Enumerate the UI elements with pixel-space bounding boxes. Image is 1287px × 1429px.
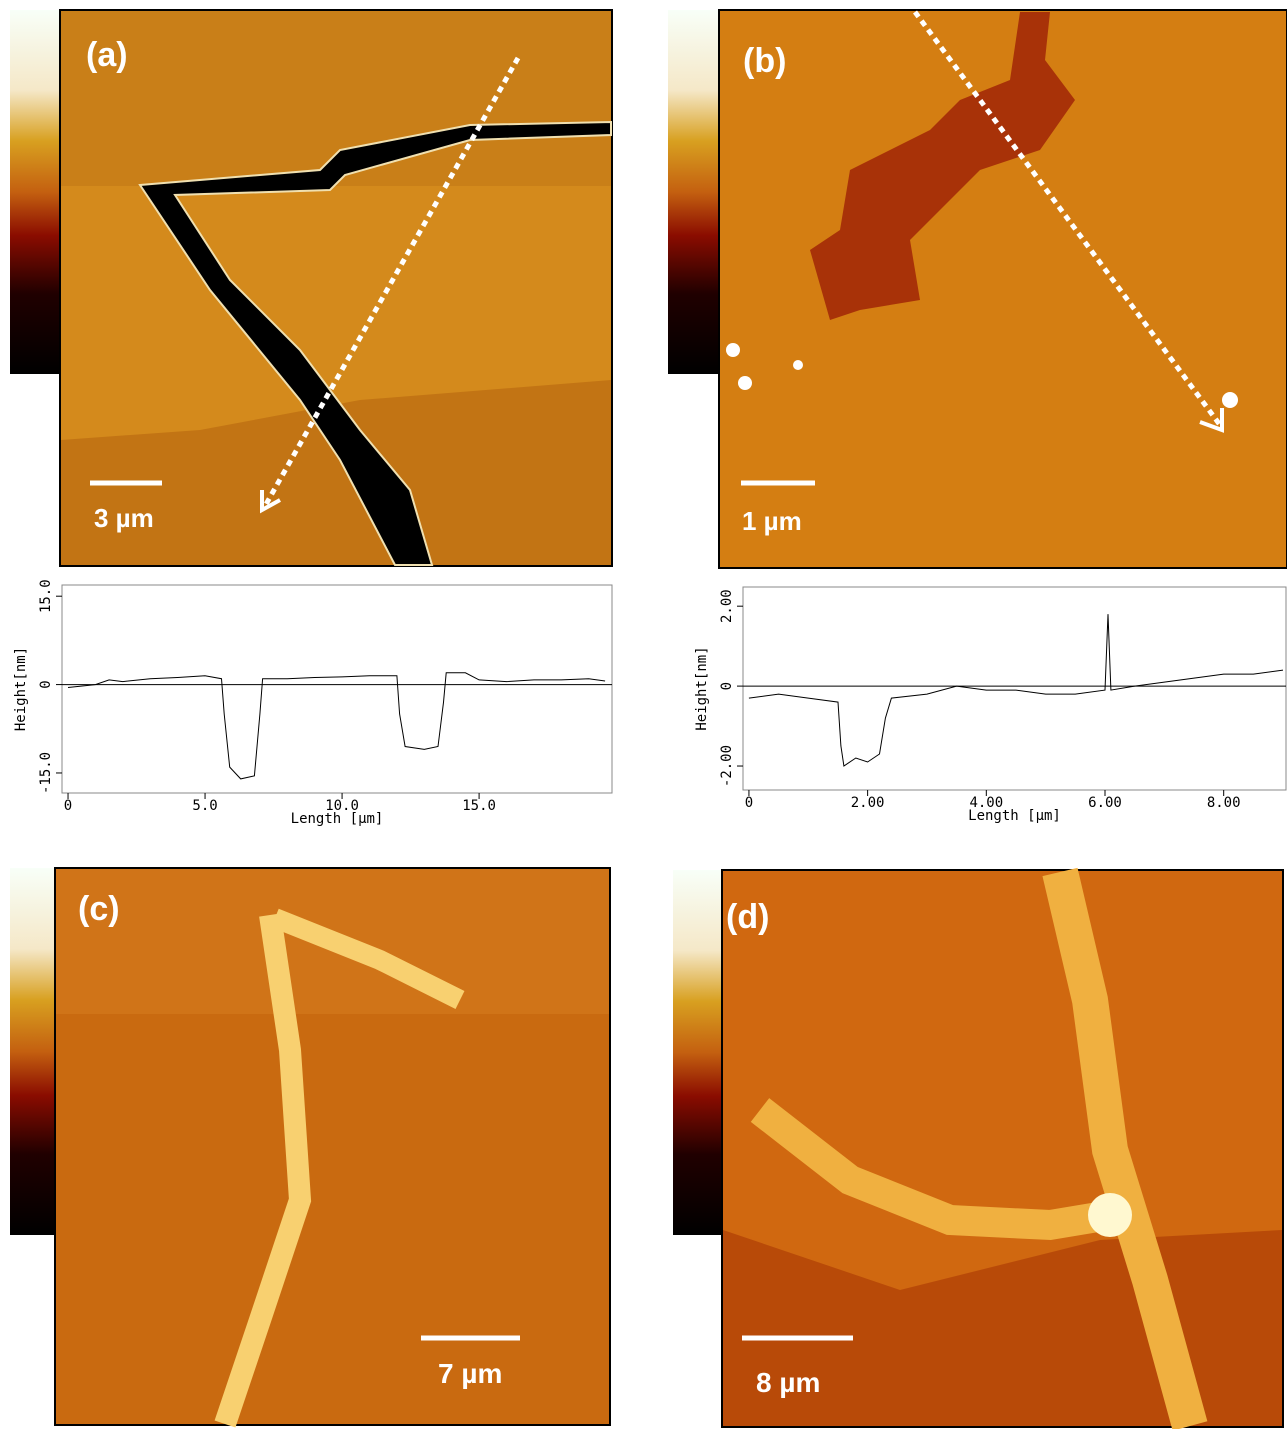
scale-bar-label: 1 µm xyxy=(742,506,802,536)
x-tick-label: 2.00 xyxy=(851,795,885,811)
x-axis-label: Length [µm] xyxy=(291,811,384,827)
y-tick-label: 2.00 xyxy=(719,589,735,623)
y-tick-label: 0 xyxy=(719,682,735,690)
y-tick-label: 15.0 xyxy=(38,579,54,613)
panel-label: (c) xyxy=(78,890,120,928)
colorbar xyxy=(10,10,60,374)
panel-label: (b) xyxy=(743,42,786,80)
scale-bar-label: 8 µm xyxy=(756,1367,820,1398)
profile-line xyxy=(749,614,1283,766)
x-tick-label: 0 xyxy=(64,798,72,814)
x-tick-label: 15.0 xyxy=(462,798,496,814)
y-tick-label: -15.0 xyxy=(38,752,54,794)
afm-image xyxy=(60,10,612,566)
y-tick-label: -2.00 xyxy=(719,745,735,787)
afm-image xyxy=(722,870,1283,1427)
colorbar xyxy=(673,870,722,1235)
profile-line xyxy=(68,673,605,779)
scale-bar-label: 7 µm xyxy=(438,1358,502,1389)
panel-label: (d) xyxy=(726,898,769,936)
afm-image xyxy=(55,868,610,1425)
afm-image xyxy=(719,10,1287,568)
x-axis-label: Length [µm] xyxy=(968,808,1061,824)
panel-label: (a) xyxy=(86,36,128,74)
y-axis-label: Height[nm] xyxy=(13,647,29,731)
y-tick-label: 0 xyxy=(38,680,54,688)
x-tick-label: 6.00 xyxy=(1088,795,1122,811)
x-tick-label: 5.0 xyxy=(192,798,217,814)
colorbar xyxy=(10,868,55,1235)
plot-frame xyxy=(743,587,1286,790)
x-tick-label: 8.00 xyxy=(1207,795,1241,811)
plot-frame xyxy=(62,585,612,793)
scale-bar-label: 3 µm xyxy=(94,503,154,533)
x-tick-label: 0 xyxy=(745,795,753,811)
colorbar xyxy=(668,10,719,374)
y-axis-label: Height[nm] xyxy=(694,646,710,730)
figure: (a) 3 µm (b) 1 µm (c) 7 µm (d) 8 µm 0 5.0… xyxy=(0,0,1287,1429)
